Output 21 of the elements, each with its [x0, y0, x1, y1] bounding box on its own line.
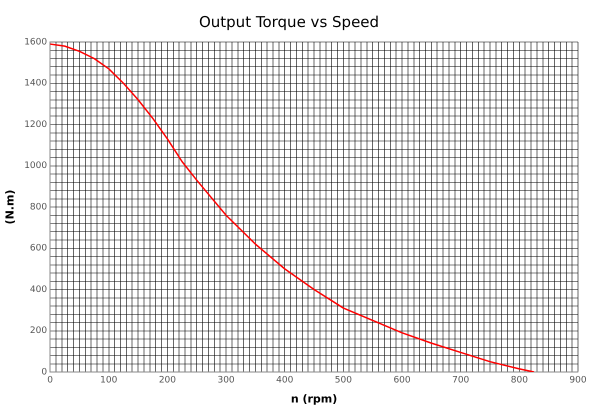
x-tick-label: 100	[100, 376, 118, 386]
x-tick-label: 200	[158, 376, 176, 386]
x-tick-label: 600	[393, 376, 411, 386]
x-tick-label: 900	[569, 376, 587, 386]
y-tick-label: 1600	[24, 37, 48, 48]
x-tick-label: 800	[510, 376, 528, 386]
chart-title: Output Torque vs Speed	[198, 12, 380, 31]
y-axis-title: (N.m)	[3, 190, 16, 224]
x-axis-title: n (rpm)	[290, 392, 338, 406]
y-tick-label: 0	[41, 367, 48, 378]
y-tick-label: 1200	[24, 120, 48, 130]
x-tick-label: 300	[217, 376, 235, 386]
x-tick-label: 500	[334, 376, 352, 386]
x-tick-label: 700	[452, 376, 470, 386]
y-tick-label: 1400	[24, 78, 48, 89]
y-tick-label: 600	[30, 244, 48, 254]
y-tick-label: 200	[30, 326, 48, 336]
x-tick-label: 400	[276, 376, 294, 386]
y-tick-label: 800	[30, 202, 48, 212]
y-tick-label: 1000	[24, 161, 48, 172]
y-tick-label: 400	[30, 284, 48, 295]
